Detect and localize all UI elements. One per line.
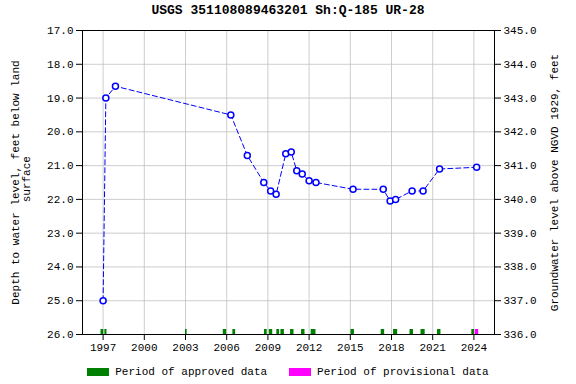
svg-text:2009: 2009	[255, 342, 281, 354]
html-text:USGS 351108089463201 Sh:Q-185: USGS 351108089463201 Sh:Q-185 UR-28	[151, 3, 425, 18]
svg-text:2006: 2006	[213, 342, 239, 354]
svg-text:2012: 2012	[296, 342, 322, 354]
svg-text:345.0: 345.0	[504, 25, 537, 37]
svg-text:336.0: 336.0	[504, 329, 537, 341]
svg-text:21.0: 21.0	[47, 160, 73, 172]
svg-text:24.0: 24.0	[47, 261, 73, 273]
svg-text:22.0: 22.0	[47, 194, 73, 206]
svg-text:344.0: 344.0	[504, 59, 537, 71]
svg-text:338.0: 338.0	[504, 261, 537, 273]
html-text:Period of provisional data: Period of provisional data	[317, 366, 489, 378]
svg-text:342.0: 342.0	[504, 126, 537, 138]
html-text:Period of approved data: Period of approved data	[115, 366, 268, 378]
svg-text:20.0: 20.0	[47, 126, 73, 138]
svg-text:2024: 2024	[461, 342, 488, 354]
svg-text:26.0: 26.0	[47, 329, 73, 341]
svg-text:1997: 1997	[90, 342, 116, 354]
svg-text:18.0: 18.0	[47, 59, 73, 71]
svg-text:17.0: 17.0	[47, 25, 73, 37]
svg-text:2003: 2003	[172, 342, 198, 354]
svg-text:25.0: 25.0	[47, 295, 73, 307]
svg-text:Groundwater level above NGVD 1: Groundwater level above NGVD 1929, feet	[549, 54, 561, 311]
svg-text:Depth to water level, feet bel: Depth to water level, feet below land su…	[10, 60, 33, 304]
svg-text:337.0: 337.0	[504, 295, 537, 307]
svg-text:2000: 2000	[131, 342, 157, 354]
svg-text:341.0: 341.0	[504, 160, 537, 172]
svg-text:23.0: 23.0	[47, 228, 73, 240]
svg-text:2021: 2021	[419, 342, 446, 354]
svg-text:2018: 2018	[378, 342, 404, 354]
svg-text:340.0: 340.0	[504, 194, 537, 206]
svg-text:339.0: 339.0	[504, 228, 537, 240]
svg-text:2015: 2015	[337, 342, 363, 354]
svg-text:343.0: 343.0	[504, 93, 537, 105]
svg-text:19.0: 19.0	[47, 93, 73, 105]
